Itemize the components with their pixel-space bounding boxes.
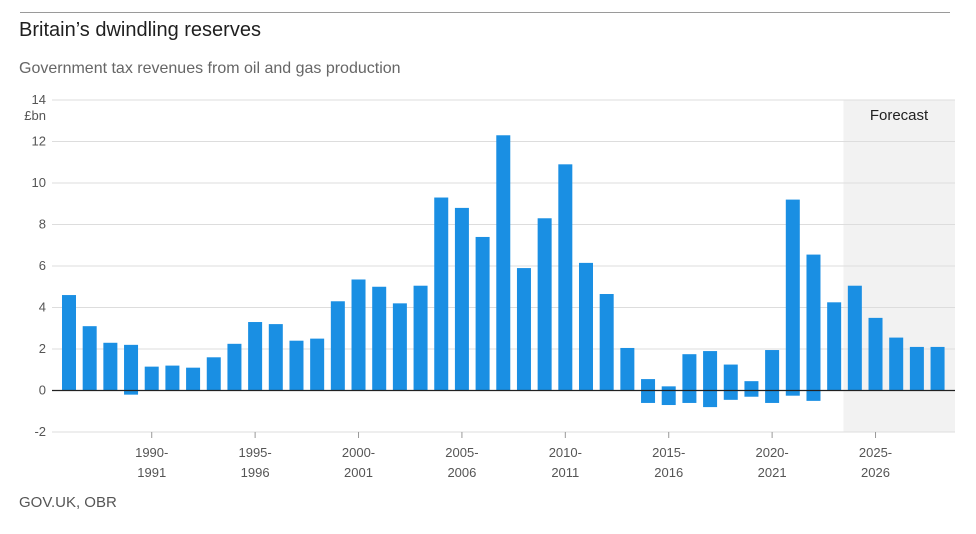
bar-2016-2017 [682,354,697,391]
bar-1996-1997 [268,324,283,391]
bar-1997-1998 [289,340,304,391]
bar-1998-1999 [310,338,325,391]
top-rule [20,12,950,13]
bar-1999-2000 [330,301,345,391]
x-tick-label: 2020- [755,445,788,460]
bar-1987-1988 [82,326,97,391]
bar-1991-1992 [165,365,180,391]
y-tick-label: -2 [34,424,46,439]
bar-2000-2001 [351,279,366,391]
bar-2009-2010 [537,218,552,391]
bar-negative-2015-2016 [661,390,676,406]
x-tick-label: 2010- [549,445,582,460]
bar-1995-1996 [248,322,263,391]
bar-negative-2019-2020 [744,390,759,397]
bar-1989-1990 [124,344,139,391]
bar-negative-2021-2022 [785,390,800,396]
bar-1988-1989 [103,342,118,391]
bar-2001-2002 [372,286,387,391]
x-tick-label: 1990- [135,445,168,460]
forecast-label: Forecast [870,107,929,124]
bar-2025-2026 [868,317,883,391]
bar-1986-1987 [62,295,76,391]
bar-negative-1989-1990 [124,390,139,395]
y-tick-label: 10 [32,175,46,190]
x-tick-label: 2016 [654,465,683,480]
bar-2022-2023 [806,254,821,391]
bar-2002-2003 [392,303,407,391]
bar-2011-2012 [579,262,593,391]
x-tick-label: 2001 [344,465,373,480]
chart-title: Britain’s dwindling reserves [19,19,261,41]
bar-1990-1991 [144,366,159,391]
bar-2024-2025 [847,285,862,391]
bar-2021-2022 [785,199,800,391]
bar-2027-2028 [909,346,924,391]
bar-2023-2024 [827,302,842,391]
bar-2007-2008 [496,135,511,391]
bar-negative-2017-2018 [703,390,718,408]
y-tick-label: 4 [39,300,46,315]
x-tick-label: 2026 [861,465,890,480]
bar-2008-2009 [516,268,531,391]
x-tick-label: 1995- [238,445,271,460]
bar-negative-2020-2021 [765,390,780,403]
chart-subtitle: Government tax revenues from oil and gas… [19,60,401,77]
bar-negative-2014-2015 [641,390,656,403]
bar-2004-2005 [434,197,449,391]
bar-2012-2013 [599,294,614,391]
x-tick-label: 2006 [447,465,476,480]
x-tick-label: 2005- [445,445,478,460]
bar-1992-1993 [186,367,201,391]
y-tick-label: 2 [39,341,46,356]
y-tick-label: 8 [39,217,46,232]
x-tick-label: 1991 [137,465,166,480]
bar-2006-2007 [475,236,490,391]
bar-negative-2016-2017 [682,390,697,403]
y-unit-label: £bn [24,108,46,123]
bar-2010-2011 [558,164,573,391]
x-tick-label: 1996 [241,465,270,480]
bar-1993-1994 [206,357,221,391]
bar-2015-2016 [661,386,676,391]
bar-2003-2004 [413,285,428,391]
bar-2014-2015 [641,379,656,391]
bar-2019-2020 [744,381,759,391]
bar-2018-2019 [723,364,738,391]
source-note: GOV.UK, OBR [19,494,117,511]
bar-negative-2022-2023 [806,390,821,401]
bar-1994-1995 [227,343,242,391]
x-tick-label: 2021 [758,465,787,480]
y-tick-label: 6 [39,258,46,273]
x-tick-label: 2015- [652,445,685,460]
x-tick-label: 2000- [342,445,375,460]
bar-2013-2014 [620,347,635,391]
y-tick-label: 0 [39,383,46,398]
y-tick-label: 12 [32,134,46,149]
bar-2020-2021 [765,350,780,391]
x-tick-label: 2025- [859,445,892,460]
bar-2026-2027 [889,337,904,391]
bar-2017-2018 [703,351,718,391]
y-tick-label: 14 [32,92,46,107]
x-tick-label: 2011 [551,465,579,480]
bar-negative-2018-2019 [723,390,738,400]
bar-2028-2029 [930,346,945,391]
bar-2005-2006 [454,207,469,391]
